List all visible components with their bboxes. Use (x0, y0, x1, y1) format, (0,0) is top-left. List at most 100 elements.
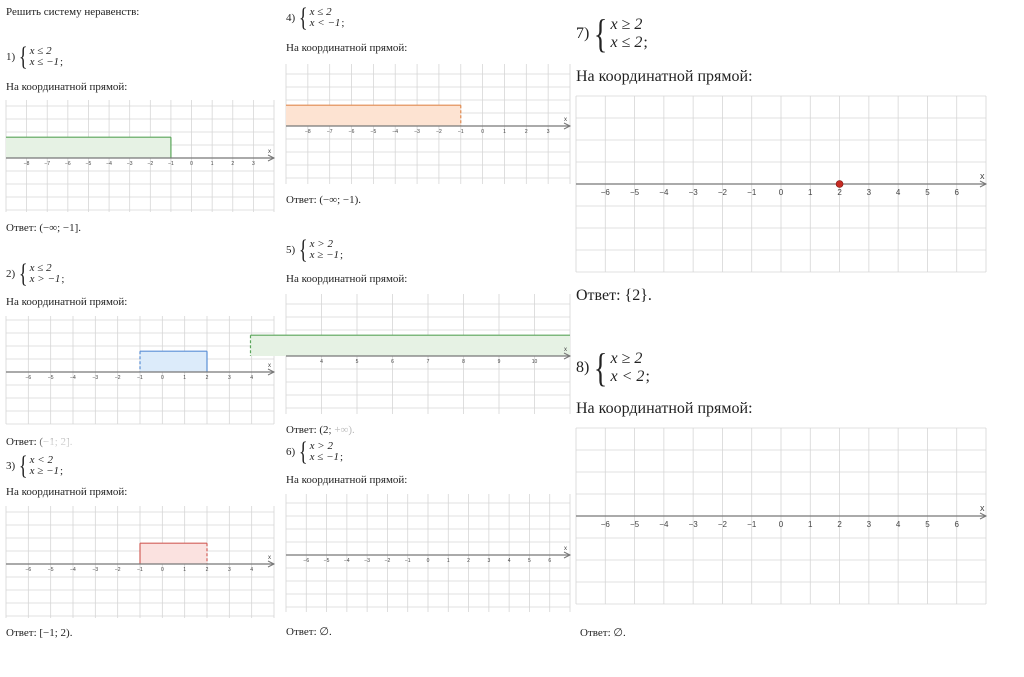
tick-label: 6 (391, 359, 394, 365)
problem-number: 4) (286, 11, 296, 24)
axis-label: x (564, 117, 567, 123)
tick-label: −6 (601, 188, 611, 197)
smudge (40, 436, 120, 450)
tick-label: −5 (630, 520, 640, 529)
tick-label: 6 (548, 558, 551, 564)
inequality: x < 2 (29, 453, 53, 466)
tick-label: 5 (925, 188, 930, 197)
arrow-icon (979, 180, 988, 188)
tick-label: 6 (954, 188, 959, 197)
tick-label: −3 (92, 567, 98, 573)
tick-label: 4 (508, 558, 511, 564)
brace-icon: { (19, 42, 28, 71)
tick-label: 1 (503, 129, 506, 135)
tick-label: −2 (718, 188, 728, 197)
inequality: x > 2 (309, 439, 333, 452)
inequality: x ≥ 2 (610, 350, 643, 367)
tick-label: 2 (837, 188, 842, 197)
tick-label: 3 (547, 129, 550, 135)
brace-icon: { (594, 11, 608, 56)
tick-label: 5 (356, 359, 359, 365)
line-label: На координатной прямой: (576, 400, 753, 417)
tick-label: −6 (65, 161, 71, 167)
inequality: x > −1 (29, 272, 61, 285)
tick-label: 2 (837, 520, 842, 529)
tick-label: 5 (925, 520, 930, 529)
tick-label: 1 (808, 520, 813, 529)
tick-label: −4 (659, 520, 669, 529)
tick-label: 4 (250, 375, 253, 381)
tick-label: −3 (364, 558, 370, 564)
inequality: x ≤ −1 (29, 55, 59, 68)
brace-icon: { (299, 3, 308, 32)
tick-label: −1 (747, 520, 757, 529)
tick-label: −6 (303, 558, 309, 564)
tick-label: 3 (867, 520, 872, 529)
tick-label: 10 (532, 359, 538, 365)
tick-label: −2 (385, 558, 391, 564)
tick-label: −7 (44, 161, 50, 167)
tick-label: −2 (115, 375, 121, 381)
axis-label: x (564, 347, 567, 353)
answer-3: Ответ: [−1; 2). (6, 627, 73, 639)
semicolon: ; (340, 249, 344, 262)
inequality: x ≤ −1 (309, 450, 339, 463)
tick-label: 0 (779, 188, 784, 197)
tick-label: −7 (327, 129, 333, 135)
tick-label: 0 (481, 129, 484, 135)
brace-icon: { (594, 345, 608, 390)
answer-7: Ответ: {2}. (576, 287, 652, 304)
tick-label: −6 (349, 129, 355, 135)
arrow-icon (563, 352, 572, 360)
tick-label: −4 (70, 375, 76, 381)
tick-label: −5 (86, 161, 92, 167)
answer-6: Ответ: ∅. (286, 626, 332, 638)
tick-label: 2 (467, 558, 470, 564)
line-label: На координатной прямой: (6, 486, 128, 498)
line-label: На координатной прямой: (286, 273, 408, 285)
answer-4: Ответ: (−∞; −1). (286, 194, 362, 206)
tick-label: −1 (747, 188, 757, 197)
problem-number: 7) (576, 25, 590, 42)
tick-label: 7 (427, 359, 430, 365)
number-line-6: x −6 −5 −4 −3 −2 −1 0 1 2 3 4 5 6 (285, 494, 572, 612)
inequality: x ≤ 2 (309, 5, 332, 18)
line-label: На координатной прямой: (286, 42, 408, 54)
tick-label: −3 (689, 188, 699, 197)
tick-label: −4 (70, 567, 76, 573)
tick-label: 0 (779, 520, 784, 529)
axis-label: x (268, 555, 271, 561)
tick-label: −3 (92, 375, 98, 381)
line-label: На координатной прямой: (576, 68, 753, 85)
tick-label: 1 (808, 188, 813, 197)
tick-label: −2 (115, 567, 121, 573)
problem-number: 3) (6, 459, 16, 472)
tick-label: −1 (405, 558, 411, 564)
tick-label: 0 (161, 375, 164, 381)
tick-label: 0 (190, 161, 193, 167)
tick-label: 3 (228, 567, 231, 573)
line-label: На координатной прямой: (6, 296, 128, 308)
arrow-icon (563, 122, 572, 130)
tick-label: −1 (458, 129, 464, 135)
tick-label: −3 (689, 520, 699, 529)
tick-label: −3 (127, 161, 133, 167)
inequality: x ≥ 2 (610, 16, 643, 33)
brace-icon: { (299, 437, 308, 466)
solution-region (250, 335, 570, 356)
axis-label: x (564, 546, 567, 552)
tick-label: −6 (25, 375, 31, 381)
tick-label: 8 (462, 359, 465, 365)
tick-label: 1 (211, 161, 214, 167)
tick-label: 3 (487, 558, 490, 564)
brace-icon: { (19, 259, 28, 288)
tick-label: −6 (25, 567, 31, 573)
number-line-3: x −6 −5 −4 −3 −2 −1 0 1 2 3 4 (5, 506, 276, 618)
tick-label: −5 (48, 375, 54, 381)
brace-icon: { (19, 451, 28, 480)
tick-label: 1 (183, 567, 186, 573)
